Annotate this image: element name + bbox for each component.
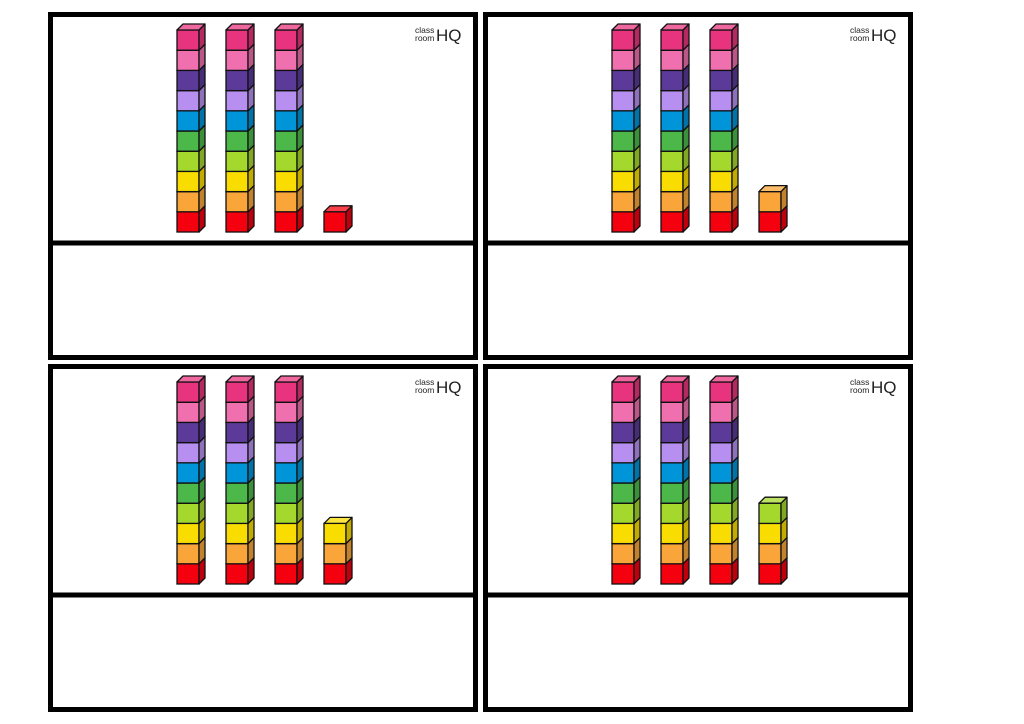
logo-brand: HQ — [871, 378, 897, 397]
logo-text: room — [850, 33, 869, 43]
logo-text: class — [415, 25, 434, 35]
ten-rod — [225, 23, 255, 233]
ten-rod — [225, 375, 255, 585]
ten-rod — [176, 375, 206, 585]
ten-rod — [709, 375, 739, 585]
card-border — [48, 364, 478, 712]
logo-brand: HQ — [436, 378, 462, 397]
ones-cubes — [758, 496, 788, 585]
ones-cubes — [758, 184, 788, 233]
ten-rod — [611, 23, 641, 233]
ten-rod — [274, 23, 304, 233]
logo-text: class — [415, 377, 434, 387]
logo-text: class — [850, 377, 869, 387]
ones-cubes — [323, 205, 353, 233]
ten-rod — [176, 23, 206, 233]
ten-rod — [274, 375, 304, 585]
card-border — [483, 12, 913, 360]
ten-rod — [660, 23, 690, 233]
card-border — [48, 12, 478, 360]
logo-text: room — [850, 385, 869, 395]
ones-cubes — [323, 516, 353, 585]
logo-brand: HQ — [871, 26, 897, 45]
logo-brand: HQ — [436, 26, 462, 45]
logo-text: class — [850, 25, 869, 35]
logo-text: room — [415, 385, 434, 395]
ten-rod — [660, 375, 690, 585]
ten-rod — [611, 375, 641, 585]
ten-rod — [709, 23, 739, 233]
logo-text: room — [415, 33, 434, 43]
card-border — [483, 364, 913, 712]
